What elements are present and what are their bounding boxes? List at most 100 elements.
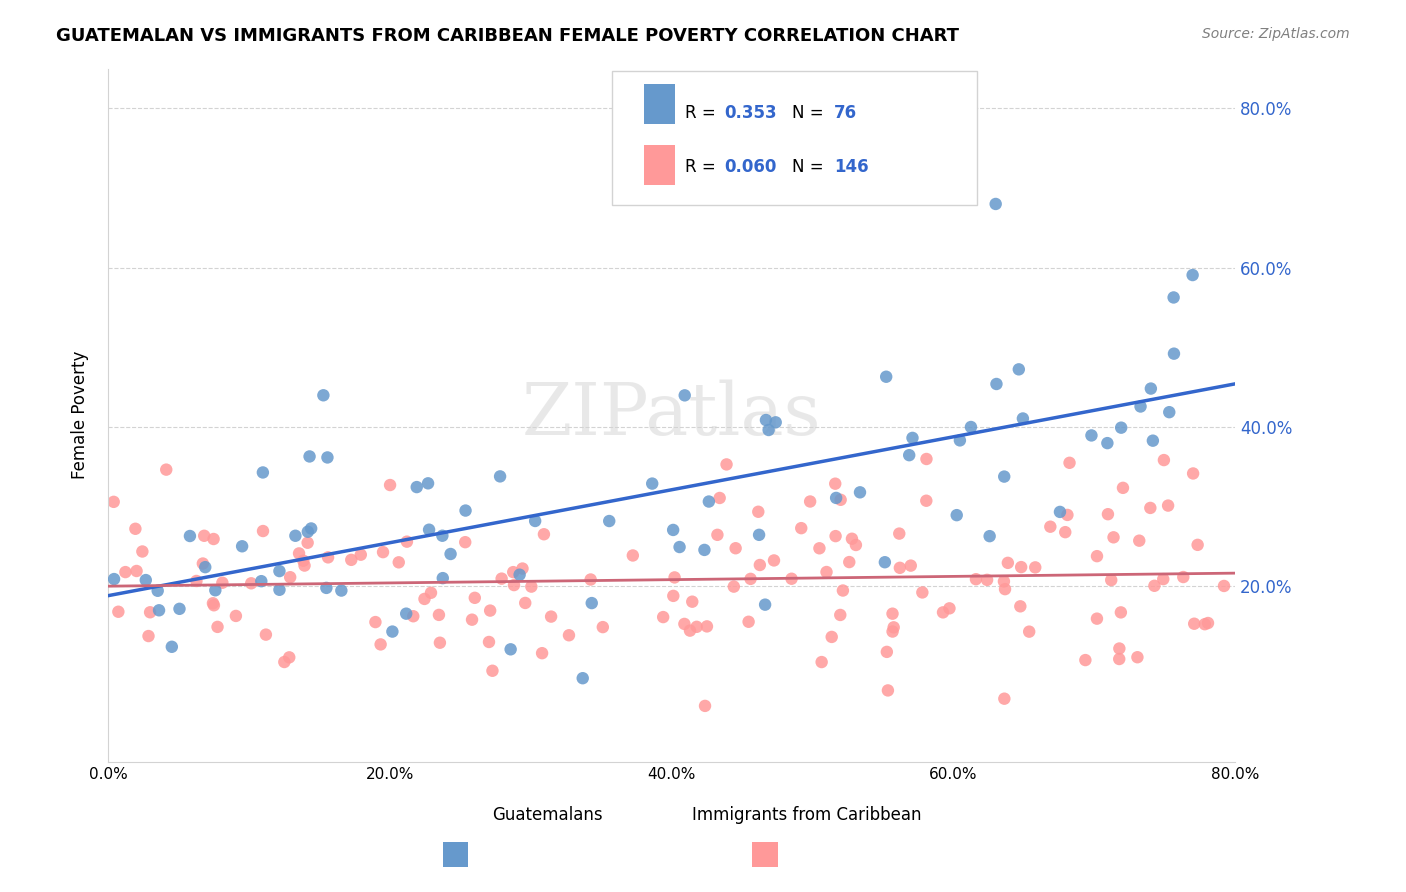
Point [830,492,852,507]
Point [915,493,938,508]
Point [416,476,439,491]
Point [201,596,224,610]
Point [686,620,709,634]
Point [1140,382,1163,396]
Point [250,574,273,589]
Point [979,529,1001,543]
Point [464,591,486,605]
Point [1074,653,1097,667]
Point [370,637,392,651]
Point [1049,505,1071,519]
Point [900,558,922,573]
Point [889,526,911,541]
Point [503,578,526,592]
Point [135,573,157,587]
Point [838,555,860,569]
Point [1080,428,1102,442]
Point [240,576,263,591]
Point [1182,467,1205,481]
Point [278,570,301,584]
Point [1085,549,1108,563]
Point [418,523,440,537]
Point [997,556,1019,570]
Point [138,629,160,643]
Point [478,635,501,649]
Point [1010,599,1032,614]
Point [693,542,716,557]
Point [381,624,404,639]
Point [231,539,253,553]
Point [160,640,183,654]
Point [799,494,821,508]
Point [420,586,443,600]
Point [499,642,522,657]
Point [1163,290,1185,304]
Point [364,615,387,629]
Point [876,645,898,659]
Point [491,572,513,586]
Point [1152,572,1174,586]
Point [1153,453,1175,467]
Point [298,450,321,464]
Point [581,596,603,610]
Point [1128,533,1150,548]
Point [825,491,848,505]
Point [520,580,543,594]
Point [740,572,762,586]
Point [432,571,454,585]
Point [849,485,872,500]
Point [877,683,900,698]
Point [278,650,301,665]
Point [114,565,136,579]
Point [571,671,593,685]
Point [1085,612,1108,626]
Point [737,615,759,629]
Point [668,540,690,554]
Point [1024,560,1046,574]
Point [1109,420,1132,434]
Point [103,572,125,586]
Point [191,557,214,571]
Point [1102,530,1125,544]
Point [641,476,664,491]
Text: 76: 76 [834,103,856,121]
Point [312,388,335,402]
Point [371,545,394,559]
Point [269,582,291,597]
Point [1142,434,1164,448]
Point [882,624,904,639]
Point [297,524,319,539]
Point [932,606,955,620]
Point [717,181,740,195]
Text: 0.060: 0.060 [724,158,776,177]
Point [696,619,718,633]
Point [662,523,685,537]
Point [252,466,274,480]
Point [898,448,921,462]
Point [512,561,534,575]
Point [1129,400,1152,414]
Point [965,572,987,586]
Point [873,555,896,569]
Point [299,521,322,535]
Point [531,646,554,660]
Point [124,522,146,536]
Point [1173,570,1195,584]
Point [439,547,461,561]
Point [207,620,229,634]
Point [841,532,863,546]
Point [292,554,315,568]
Point [1139,500,1161,515]
Point [294,558,316,573]
Point [845,538,868,552]
Point [808,541,831,556]
Point [662,589,685,603]
Point [832,583,855,598]
Point [681,595,703,609]
Point [1126,650,1149,665]
Point [762,553,785,567]
Point [179,529,201,543]
Point [716,458,738,472]
Point [790,521,813,535]
Point [1097,507,1119,521]
